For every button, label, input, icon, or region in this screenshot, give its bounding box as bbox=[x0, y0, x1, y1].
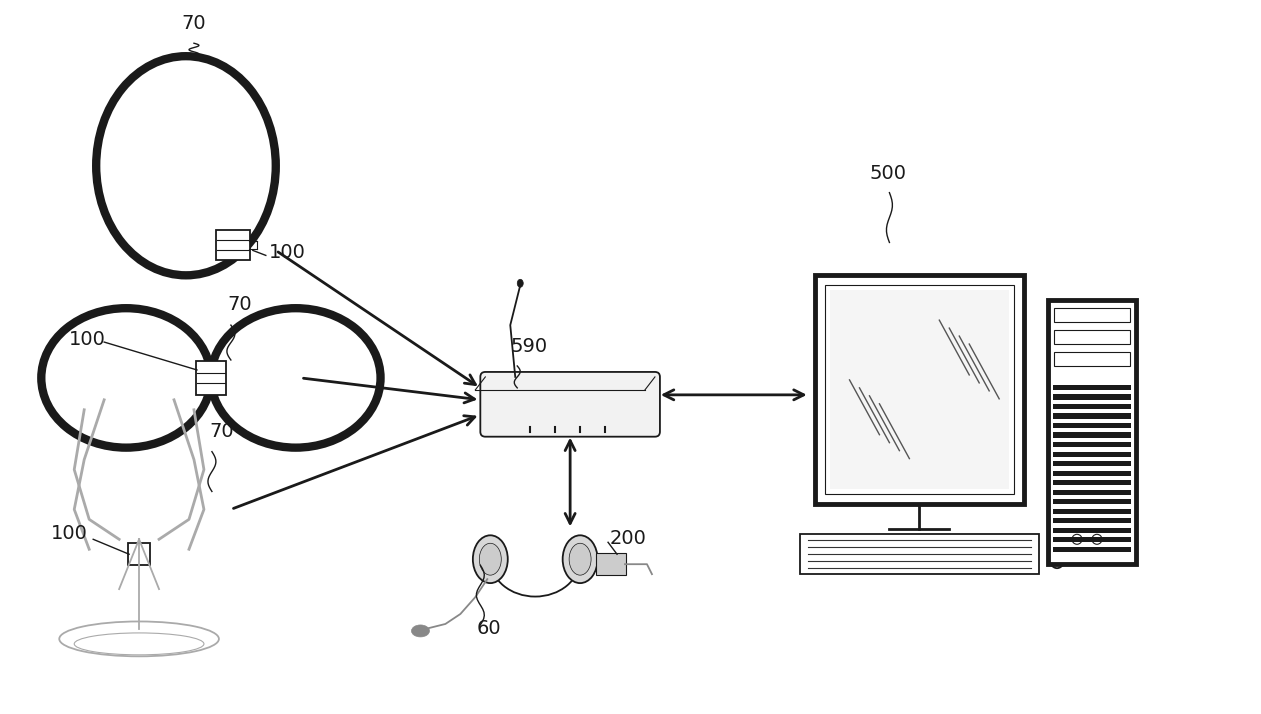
Ellipse shape bbox=[562, 536, 598, 583]
Bar bbox=[799, 534, 1039, 574]
Ellipse shape bbox=[569, 543, 591, 575]
Bar bbox=[1053, 433, 1131, 438]
Text: 500: 500 bbox=[870, 164, 907, 183]
Text: 100: 100 bbox=[69, 330, 106, 349]
Bar bbox=[1053, 518, 1131, 523]
Bar bbox=[1053, 404, 1131, 409]
Bar bbox=[1053, 385, 1131, 390]
Text: 70: 70 bbox=[182, 14, 207, 34]
Text: 60: 60 bbox=[477, 619, 501, 638]
Bar bbox=[1054, 330, 1130, 344]
Bar bbox=[1053, 394, 1131, 400]
FancyBboxPatch shape bbox=[480, 372, 660, 437]
Text: 200: 200 bbox=[610, 529, 647, 548]
Text: 100: 100 bbox=[52, 524, 88, 543]
Bar bbox=[815, 276, 1024, 504]
FancyBboxPatch shape bbox=[195, 361, 226, 395]
Bar bbox=[1053, 451, 1131, 457]
Text: 70: 70 bbox=[227, 295, 251, 314]
Bar bbox=[825, 286, 1014, 495]
Text: 70: 70 bbox=[209, 422, 233, 441]
Ellipse shape bbox=[473, 536, 508, 583]
Ellipse shape bbox=[411, 625, 430, 637]
Bar bbox=[1053, 537, 1131, 543]
Text: 590: 590 bbox=[511, 337, 547, 356]
FancyBboxPatch shape bbox=[596, 553, 625, 575]
Bar bbox=[1053, 413, 1131, 418]
Bar bbox=[1053, 508, 1131, 514]
Text: 100: 100 bbox=[269, 243, 305, 262]
Bar bbox=[830, 291, 1009, 490]
Bar bbox=[1048, 300, 1136, 564]
Bar bbox=[1053, 499, 1131, 504]
Bar bbox=[1053, 528, 1131, 533]
FancyBboxPatch shape bbox=[216, 231, 250, 261]
Bar bbox=[1054, 308, 1130, 322]
Bar bbox=[1053, 461, 1131, 466]
Bar bbox=[1053, 547, 1131, 552]
Ellipse shape bbox=[517, 279, 523, 287]
Bar bbox=[1053, 423, 1131, 428]
Bar bbox=[1053, 442, 1131, 447]
Ellipse shape bbox=[479, 543, 502, 575]
Bar bbox=[1054, 352, 1130, 366]
FancyBboxPatch shape bbox=[129, 543, 150, 565]
Bar bbox=[1053, 490, 1131, 495]
Bar bbox=[1053, 471, 1131, 476]
Ellipse shape bbox=[1048, 540, 1066, 568]
Bar bbox=[1053, 480, 1131, 486]
